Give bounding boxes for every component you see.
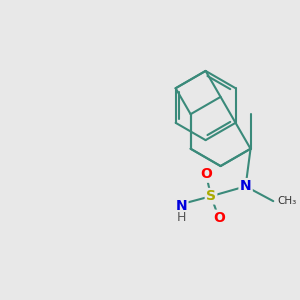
Text: N: N [176,199,187,213]
Text: CH₃: CH₃ [277,196,296,206]
Text: O: O [213,211,225,225]
Text: N: N [240,179,251,193]
Text: S: S [206,189,216,203]
Text: H: H [177,212,186,224]
Text: O: O [200,167,212,182]
